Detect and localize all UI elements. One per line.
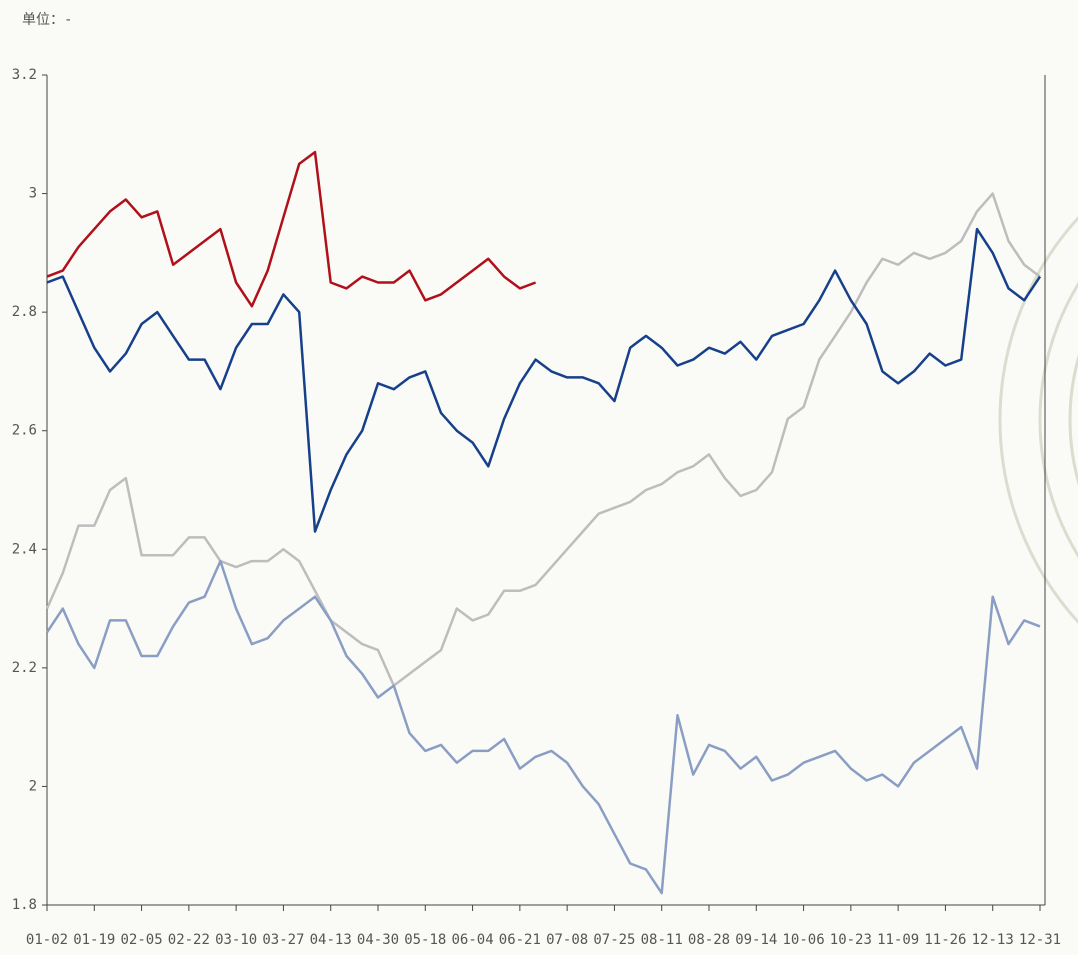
x-tick-label: 10-23 xyxy=(830,932,872,948)
y-tick-label: 3.2 xyxy=(12,67,37,83)
series-line xyxy=(46,227,1042,533)
x-tick-label: 07-08 xyxy=(546,932,588,948)
x-tick-label: 04-13 xyxy=(310,932,352,948)
y-tick-label: 2.2 xyxy=(12,660,37,676)
x-tick-label: 08-28 xyxy=(688,932,730,948)
x-tick-label: 07-25 xyxy=(593,932,635,948)
x-tick-label: 02-22 xyxy=(168,932,210,948)
x-tick-label: 01-19 xyxy=(73,932,115,948)
x-tick-label: 11-09 xyxy=(877,932,919,948)
x-tick-label: 12-31 xyxy=(1019,932,1061,948)
y-tick-label: 2.8 xyxy=(12,304,37,320)
x-tick-label: 08-11 xyxy=(641,932,683,948)
y-tick-label: 2.6 xyxy=(12,423,37,439)
x-tick-label: 10-06 xyxy=(782,932,824,948)
x-tick-label: 01-02 xyxy=(26,932,68,948)
y-tick-label: 3 xyxy=(29,186,37,202)
x-tick-label: 09-14 xyxy=(735,932,777,948)
x-tick-label: 11-26 xyxy=(924,932,966,948)
x-tick-label: 06-04 xyxy=(451,932,493,948)
x-tick-label: 06-21 xyxy=(499,932,541,948)
unit-label: 单位：- xyxy=(22,12,72,28)
x-tick-label: 02-05 xyxy=(120,932,162,948)
y-tick-label: 2.4 xyxy=(12,541,37,557)
series-line xyxy=(46,150,537,308)
decoration xyxy=(998,216,1078,624)
series-line xyxy=(45,559,1041,895)
series-line xyxy=(45,192,1041,687)
x-tick-label: 03-10 xyxy=(215,932,257,948)
x-tick-label: 04-30 xyxy=(357,932,399,948)
y-tick-label: 2 xyxy=(29,778,37,794)
x-tick-label: 12-13 xyxy=(972,932,1014,948)
x-tick-label: 05-18 xyxy=(404,932,446,948)
y-tick-label: 1.8 xyxy=(12,897,37,913)
x-tick-label: 03-27 xyxy=(262,932,304,948)
